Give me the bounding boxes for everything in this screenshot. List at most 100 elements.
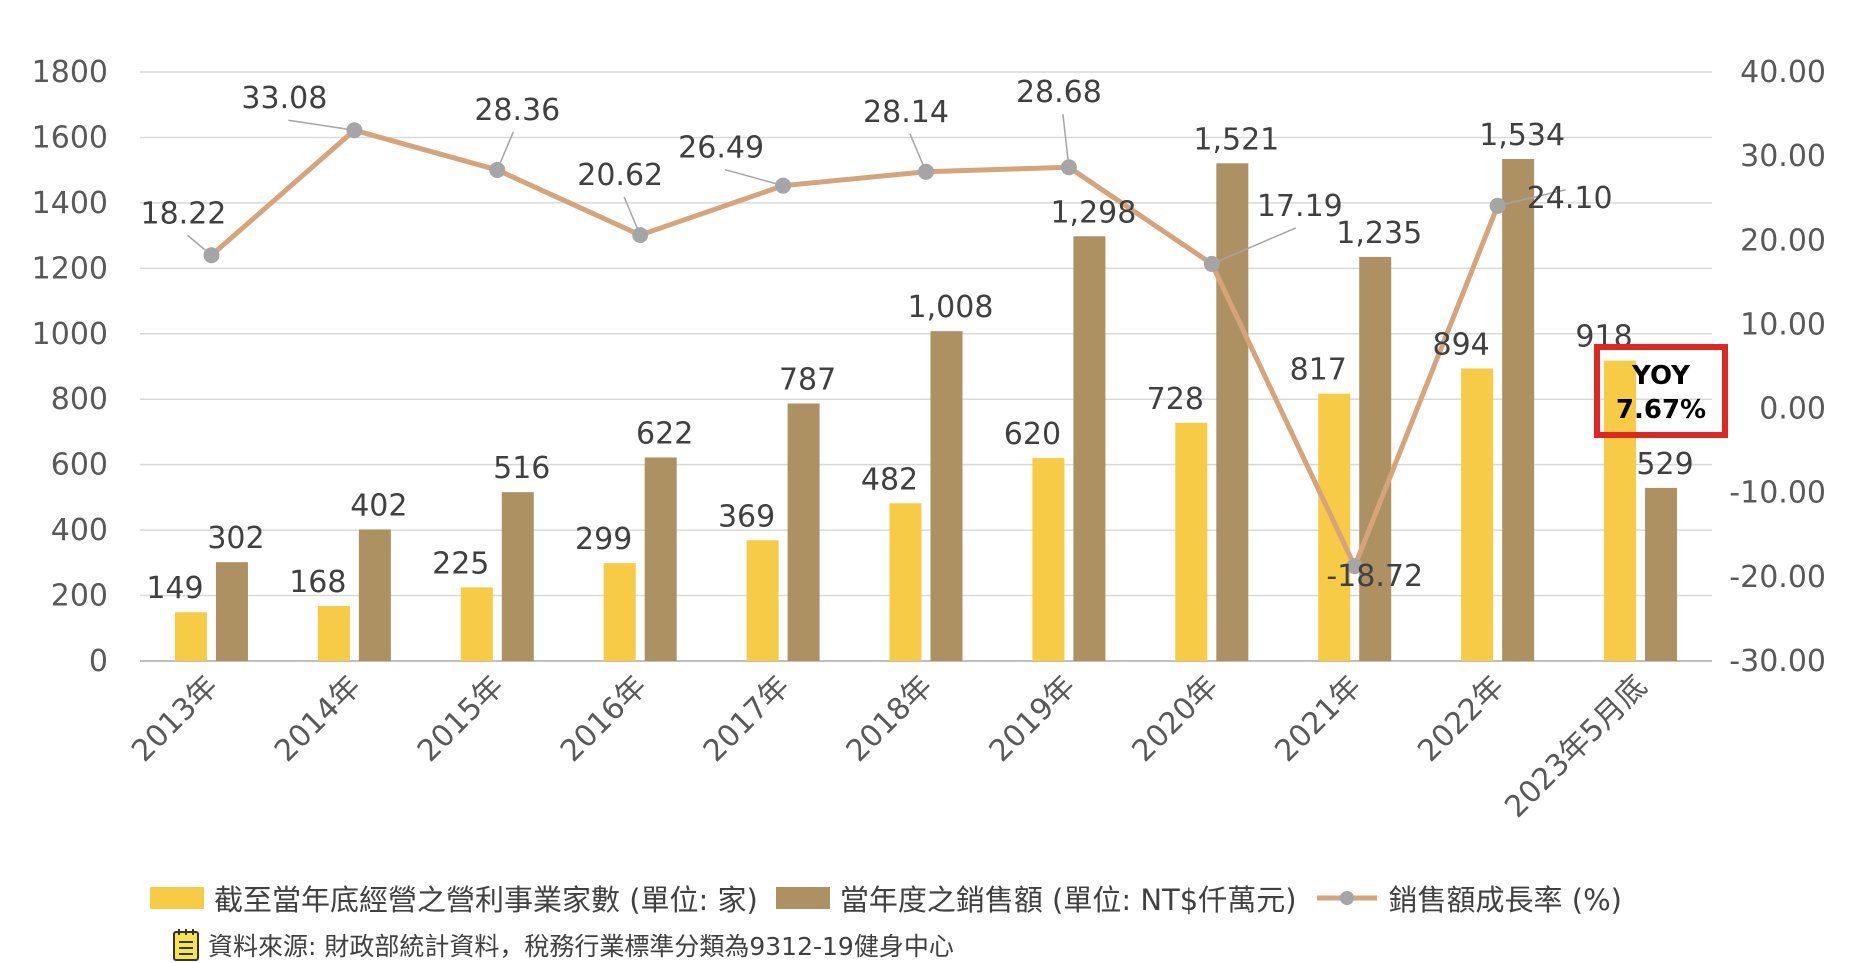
growth-marker	[918, 163, 934, 180]
label-count: 168	[289, 565, 346, 600]
y-left-tick: 1800	[32, 55, 108, 90]
legend-label-count: 截至當年底經營之營利事業家數 (單位: 家)	[214, 883, 758, 917]
x-tick: 2019年	[983, 669, 1083, 769]
x-tick: 2023年5月底	[1498, 669, 1654, 825]
x-tick: 2015年	[411, 669, 511, 769]
leader-line	[724, 168, 784, 187]
y-right-tick: 0.00	[1759, 392, 1826, 427]
y-left-tick: 600	[51, 448, 108, 483]
label-sales: 302	[207, 521, 264, 556]
label-growth: 18.22	[141, 196, 227, 231]
label-growth: 28.36	[474, 93, 560, 128]
label-growth: 24.10	[1527, 181, 1613, 216]
label-growth: 28.68	[1016, 75, 1102, 110]
legend-swatch-count	[150, 887, 204, 909]
y-axis-left: 0 200 400 600 800 1000 1200 1400 1600 1800	[32, 55, 108, 679]
bar-sales	[930, 331, 963, 661]
bar-sales	[787, 403, 820, 661]
bar-count	[460, 587, 493, 661]
x-axis: 2013年 2014年 2015年 2016年 2017年 2018年 2019年 2020年…	[125, 669, 1654, 825]
label-growth: 33.08	[241, 81, 327, 116]
yoy-title: YOY	[1631, 361, 1691, 391]
growth-line-series	[203, 122, 1506, 575]
y-right-tick: -10.00	[1729, 476, 1826, 511]
growth-marker	[489, 161, 506, 178]
y-right-tick: 10.00	[1740, 307, 1826, 342]
y-left-tick: 800	[51, 382, 108, 417]
legend-item-sales[interactable]: 當年度之銷售額 (單位: NT$仟萬元)	[775, 877, 1297, 919]
y-left-tick: 400	[51, 513, 108, 548]
label-count: 299	[575, 522, 632, 557]
bar-count	[889, 503, 922, 661]
leader-lines	[186, 114, 1566, 265]
y-left-tick: 1600	[32, 120, 108, 155]
bar-sales	[358, 529, 391, 661]
growth-marker	[346, 122, 363, 139]
bar-sales	[215, 562, 248, 661]
source-note: 資料來源: 財政部統計資料，稅務行業標準分類為9312-19健身中心	[172, 928, 954, 962]
y-left-tick: 1400	[32, 186, 108, 221]
y-right-tick: 40.00	[1740, 55, 1826, 90]
leader-line	[288, 119, 355, 131]
label-growth: -18.72	[1326, 559, 1423, 594]
bar-count	[317, 606, 350, 661]
growth-marker	[1346, 558, 1363, 575]
source-text: 資料來源: 財政部統計資料，稅務行業標準分類為9312-19健身中心	[208, 932, 954, 961]
bar-sales	[644, 457, 677, 661]
bar-sales	[1216, 163, 1249, 662]
label-growth: 28.14	[863, 95, 949, 130]
bar-count	[1032, 458, 1065, 661]
label-sales: 622	[636, 416, 693, 451]
label-count: 620	[1004, 417, 1061, 452]
leader-line	[1497, 189, 1566, 207]
x-tick: 2022年	[1411, 669, 1511, 769]
x-tick: 2021年	[1268, 669, 1368, 769]
bar-count	[1175, 422, 1208, 661]
legend-swatch-growth	[1316, 891, 1377, 905]
growth-marker	[1060, 159, 1077, 176]
legend: 截至當年底經營之營利事業家數 (單位: 家) 當年度之銷售額 (單位: NT$仟…	[150, 876, 1640, 920]
gridlines	[140, 71, 1712, 662]
label-sales: 529	[1636, 447, 1693, 482]
y-left-tick: 200	[51, 579, 108, 614]
label-count: 728	[1147, 382, 1204, 417]
bar-sales	[1073, 236, 1106, 661]
bar-count	[174, 612, 207, 661]
legend-swatch-sales	[775, 887, 830, 909]
notepad-icon	[173, 929, 199, 961]
bar-count	[1461, 368, 1494, 661]
bar-sales	[501, 492, 534, 661]
bar-count	[746, 540, 779, 661]
y-left-tick: 1200	[32, 251, 108, 286]
yoy-box	[1594, 344, 1728, 438]
label-count: 482	[861, 462, 918, 497]
label-sales: 1,534	[1479, 118, 1565, 153]
legend-item-count[interactable]: 截至當年底經營之營利事業家數 (單位: 家)	[150, 877, 758, 919]
label-sales: 1,298	[1050, 195, 1136, 230]
label-count: 149	[146, 571, 203, 606]
bar-sales	[1645, 487, 1678, 661]
growth-marker	[632, 227, 649, 244]
growth-marker	[775, 177, 792, 194]
label-count: 369	[718, 499, 775, 534]
label-growth: 26.49	[678, 131, 764, 166]
y-right-tick: 20.00	[1740, 223, 1826, 258]
x-tick: 2016年	[554, 669, 654, 769]
bar-count	[1604, 360, 1637, 661]
legend-item-growth[interactable]: 銷售額成長率 (%)	[1315, 877, 1622, 919]
leader-line	[1062, 114, 1070, 168]
label-sales: 1,235	[1336, 216, 1422, 251]
bar-sales	[1359, 256, 1392, 661]
y-right-tick: -20.00	[1729, 560, 1826, 595]
growth-marker	[1203, 255, 1220, 272]
bar-count	[603, 563, 636, 661]
x-tick: 2017年	[697, 669, 797, 769]
label-count: 225	[432, 546, 489, 581]
legend-label-sales: 當年度之銷售額 (單位: NT$仟萬元)	[839, 883, 1297, 917]
label-sales: 1,521	[1193, 122, 1279, 157]
x-tick: 2014年	[268, 669, 368, 769]
label-count: 894	[1433, 327, 1490, 362]
label-count: 817	[1290, 353, 1347, 388]
x-tick: 2020年	[1126, 669, 1226, 769]
